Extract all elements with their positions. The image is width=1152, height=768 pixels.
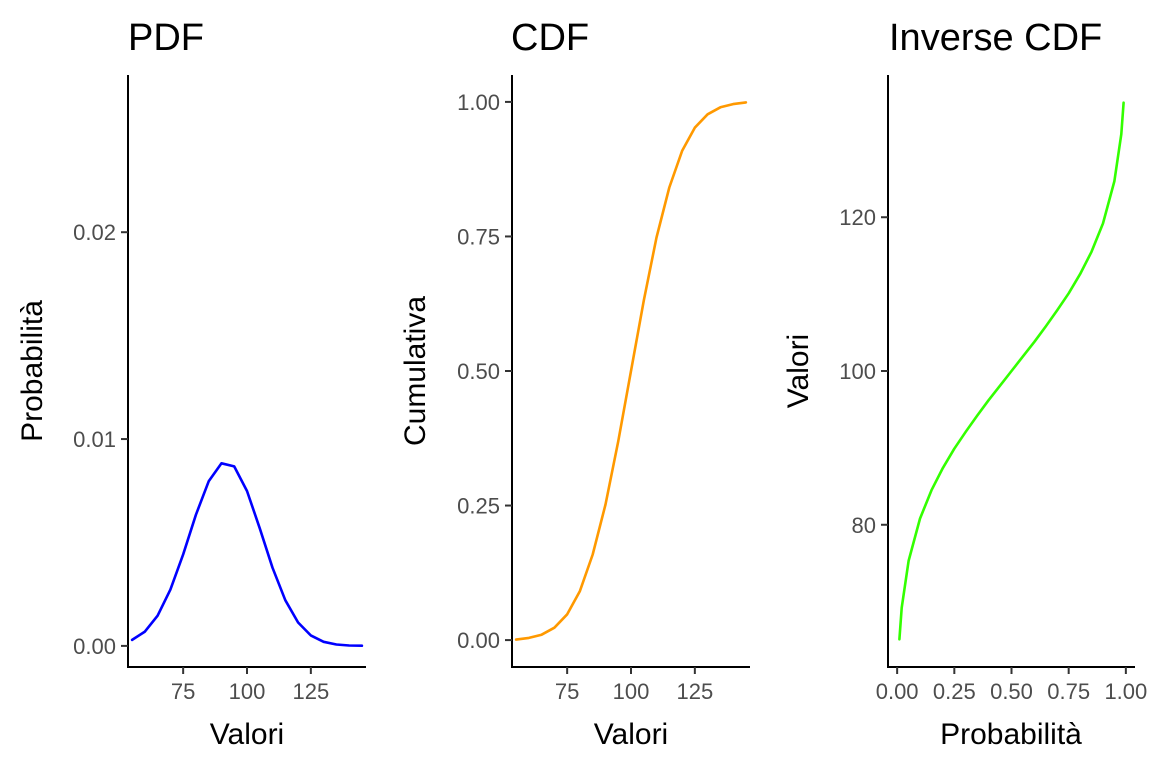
inverse-cdf-x-tick-label: 0.75 <box>1047 679 1090 704</box>
inverse-cdf-y-ticks: 80 100 120 <box>839 205 888 538</box>
pdf-title: PDF <box>128 17 204 59</box>
cdf-y-tick-label: 0.25 <box>457 494 500 519</box>
cdf-y-tick-label: 1.00 <box>457 90 500 115</box>
inverse-cdf-y-axis-title: Valori <box>782 334 815 408</box>
cdf-y-tick-label: 0.00 <box>457 628 500 653</box>
cdf-y-tick-label: 0.75 <box>457 224 500 249</box>
inverse-cdf-y-tick-label: 100 <box>839 359 876 384</box>
inverse-cdf-x-axis-title: Probabilità <box>940 718 1082 751</box>
inverse-cdf-y-tick-label: 120 <box>839 205 876 230</box>
pdf-y-tick-label: 0.01 <box>73 427 116 452</box>
inverse-cdf-axes <box>887 75 1135 668</box>
inverse-cdf-x-tick-label: 0.50 <box>990 679 1033 704</box>
cdf-y-axis-title: Cumulativa <box>399 296 432 446</box>
cdf-x-tick-label: 100 <box>613 679 650 704</box>
inverse-cdf-series-line-0 <box>898 101 1125 641</box>
cdf-x-axis-title: Valori <box>594 718 668 751</box>
cdf-series-layer <box>514 101 748 641</box>
cdf-panel: CDF 75 100 125 0.00 0.25 0.50 0.75 1.00 Valori… <box>399 17 750 751</box>
inverse-cdf-series-layer <box>898 101 1125 641</box>
pdf-series-layer <box>130 461 364 648</box>
cdf-x-tick-label: 125 <box>676 679 713 704</box>
inverse-cdf-x-tick-label: 0.00 <box>876 679 919 704</box>
pdf-series-line-0 <box>130 461 364 648</box>
pdf-y-ticks: 0.00 0.01 0.02 <box>73 220 128 659</box>
pdf-x-axis-title: Valori <box>210 718 284 751</box>
cdf-y-ticks: 0.00 0.25 0.50 0.75 1.00 <box>457 90 512 653</box>
inverse-cdf-x-ticks: 0.00 0.25 0.50 0.75 1.00 <box>876 667 1147 704</box>
pdf-panel: PDF 75 100 125 0.00 0.01 0.02 Valori Probabi… <box>16 17 366 751</box>
pdf-y-tick-label: 0.00 <box>73 634 116 659</box>
inverse-cdf-x-tick-label: 0.25 <box>933 679 976 704</box>
pdf-x-tick-label: 75 <box>171 679 195 704</box>
pdf-x-ticks: 75 100 125 <box>171 667 329 704</box>
pdf-x-tick-label: 100 <box>229 679 266 704</box>
pdf-axes <box>127 75 366 668</box>
cdf-y-tick-label: 0.50 <box>457 359 500 384</box>
inverse-cdf-panel: Inverse CDF 0.00 0.25 0.50 0.75 1.00 80 100 12… <box>782 17 1147 751</box>
cdf-title: CDF <box>511 17 589 59</box>
inverse-cdf-y-tick-label: 80 <box>852 513 876 538</box>
inverse-cdf-x-tick-label: 1.00 <box>1104 679 1147 704</box>
pdf-x-tick-label: 125 <box>292 679 329 704</box>
pdf-y-tick-label: 0.02 <box>73 220 116 245</box>
inverse-cdf-title: Inverse CDF <box>889 17 1102 59</box>
cdf-series-line-0 <box>514 101 748 641</box>
cdf-x-tick-label: 75 <box>555 679 579 704</box>
cdf-x-ticks: 75 100 125 <box>555 667 713 704</box>
cdf-axes <box>511 75 750 668</box>
pdf-y-axis-title: Probabilità <box>16 300 49 442</box>
